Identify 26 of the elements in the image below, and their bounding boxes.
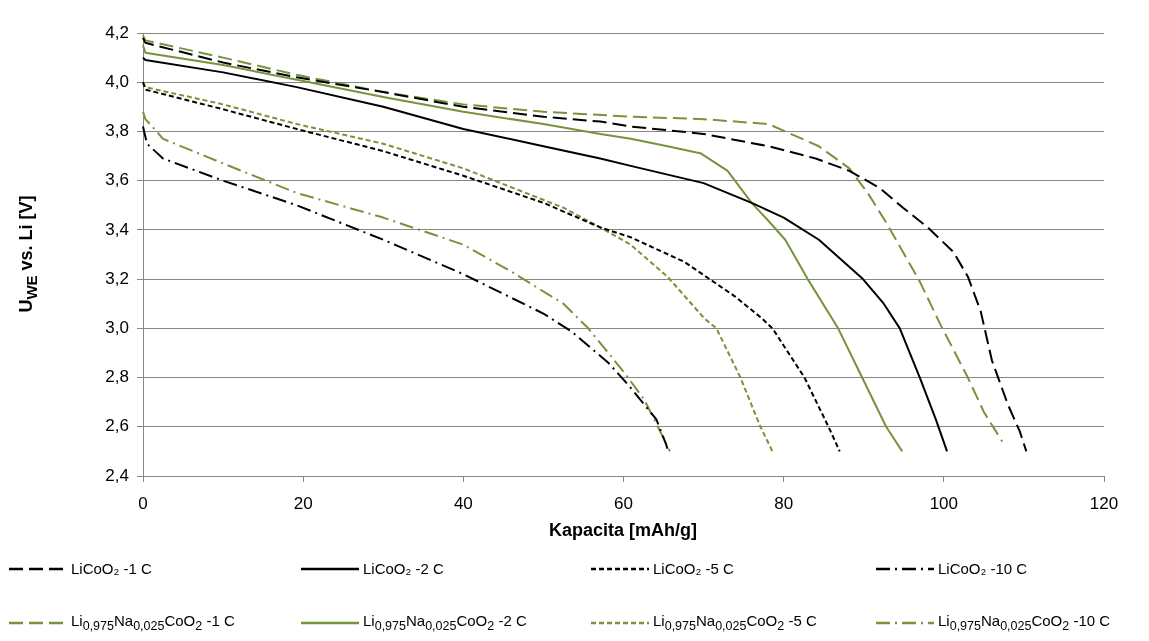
legend-label: Li$_{0,975}$Na$_{0,025}$CoO$_{2}$ -5 C <box>653 612 817 633</box>
legend-label: LiCoO₂ -2 C <box>363 560 444 577</box>
legend-label: Li$_{0,975}$Na$_{0,025}$CoO$_{2}$ -10 C <box>938 612 1111 633</box>
legend-label: LiCoO₂ -1 C <box>71 560 152 577</box>
x-tick-label: 60 <box>614 493 633 513</box>
legend-label: Li$_{0,975}$Na$_{0,025}$CoO$_{2}$ -1 C <box>71 612 235 633</box>
y-tick-label: 4,0 <box>105 71 129 91</box>
y-tick-label: 3,6 <box>105 170 129 190</box>
x-tick-label: 100 <box>929 493 959 513</box>
y-tick-label: 3,4 <box>105 219 129 239</box>
x-tick-label: 40 <box>453 493 473 513</box>
x-axis-title: Kapacita [mAh/g] <box>548 519 698 541</box>
y-tick-label: 2,6 <box>105 416 129 436</box>
y-tick-label: 3,0 <box>105 318 129 338</box>
y-tick-label: 2,4 <box>105 465 129 485</box>
x-tick-label: 0 <box>138 493 148 513</box>
x-tick-label: 120 <box>1089 493 1119 513</box>
x-tick-label: 80 <box>774 493 794 513</box>
legend-label: Li$_{0,975}$Na$_{0,025}$CoO$_{2}$ -2 C <box>363 612 527 633</box>
legend-label: LiCoO₂ -10 C <box>938 560 1028 577</box>
y-tick-label: 2,8 <box>105 367 129 387</box>
y-tick-label: 4,2 <box>105 22 129 42</box>
y-tick-label: 3,8 <box>105 121 129 141</box>
x-tick-label: 20 <box>293 493 313 513</box>
legend-label: LiCoO₂ -5 C <box>653 560 734 577</box>
y-tick-label: 3,2 <box>105 268 129 288</box>
